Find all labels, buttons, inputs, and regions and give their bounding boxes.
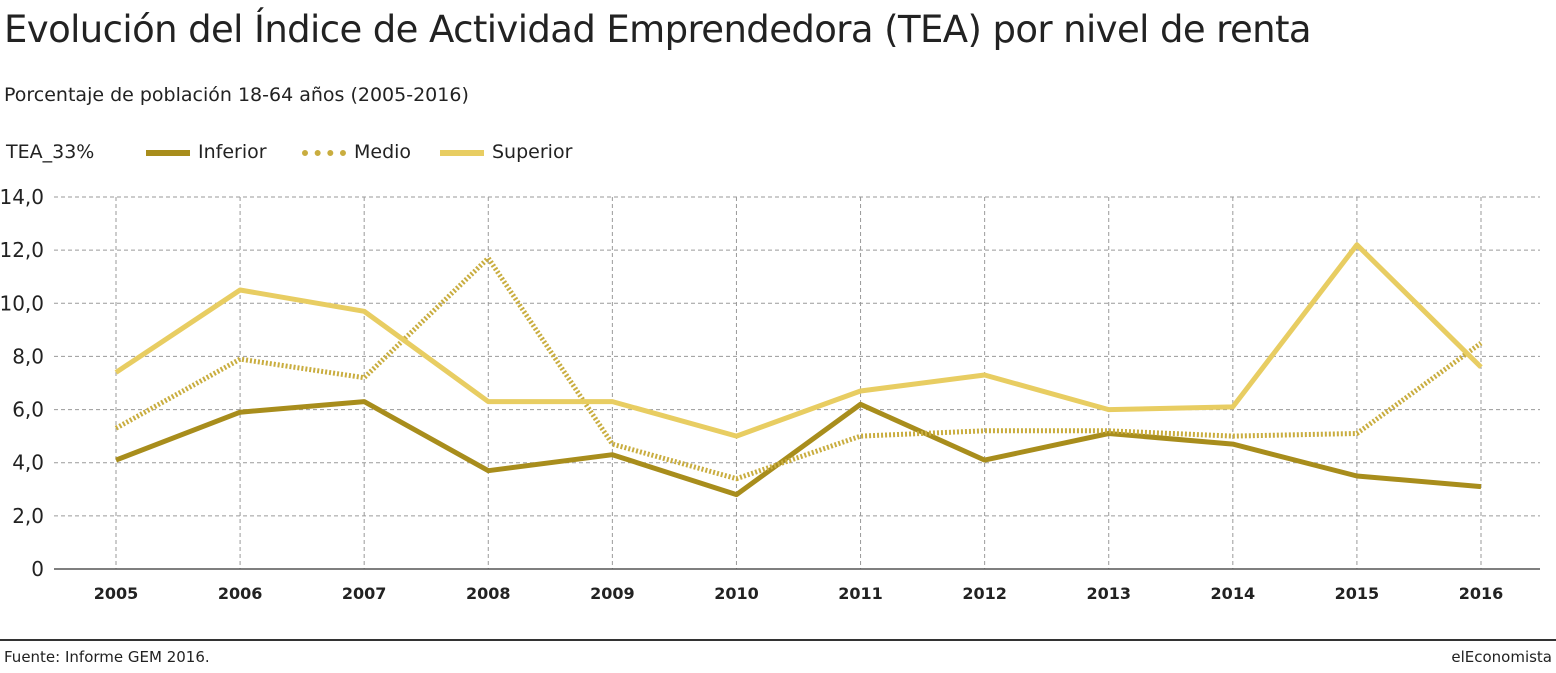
x-tick-label: 2005 xyxy=(94,584,139,603)
y-tick-label: 10,0 xyxy=(0,291,44,315)
y-tick-label: 8,0 xyxy=(12,344,44,368)
x-tick-label: 2015 xyxy=(1335,584,1380,603)
y-tick-label: 6,0 xyxy=(12,398,44,422)
line-chart: 0 2,0 4,0 6,0 8,0 10,0 12,0 14,0 2005 2006 2007 200… xyxy=(0,185,1540,603)
legend-swatch-inferior xyxy=(146,150,190,156)
legend-label-inferior: Inferior xyxy=(198,141,267,163)
chart-subtitle: Porcentaje de población 18-64 años (2005… xyxy=(4,84,469,106)
y-tick-label: 14,0 xyxy=(0,185,44,209)
x-tick-label: 2006 xyxy=(218,584,263,603)
x-tick-label: 2011 xyxy=(838,584,883,603)
x-tick-label: 2008 xyxy=(466,584,511,603)
x-tick-label: 2012 xyxy=(962,584,1007,603)
brand-label: elEconomista xyxy=(1451,648,1552,666)
footer-divider xyxy=(0,639,1556,641)
chart-title: Evolución del Índice de Actividad Empren… xyxy=(4,8,1312,51)
x-tick-label: 2009 xyxy=(590,584,635,603)
x-tick-label: 2014 xyxy=(1211,584,1256,603)
legend-title: TEA_33% xyxy=(6,141,95,163)
series-line-superior xyxy=(114,242,1483,439)
y-tick-label: 4,0 xyxy=(12,451,44,475)
legend-label-medio: Medio xyxy=(354,141,412,163)
y-tick-label: 12,0 xyxy=(0,238,44,262)
source-note: Fuente: Informe GEM 2016. xyxy=(4,648,210,666)
legend-swatch-medio xyxy=(302,150,346,156)
series-line-inferior xyxy=(115,399,1482,498)
x-tick-label: 2016 xyxy=(1459,584,1504,603)
legend-label-superior: Superior xyxy=(492,141,573,163)
y-tick-label: 2,0 xyxy=(12,504,44,528)
y-tick-label: 0 xyxy=(31,557,44,581)
legend: TEA_33% Inferior Medio Superior xyxy=(6,141,706,167)
series-line-medio xyxy=(114,255,1483,482)
x-tick-label: 2013 xyxy=(1086,584,1131,603)
x-tick-label: 2007 xyxy=(342,584,387,603)
legend-swatch-superior xyxy=(440,150,484,156)
x-tick-label: 2010 xyxy=(714,584,759,603)
